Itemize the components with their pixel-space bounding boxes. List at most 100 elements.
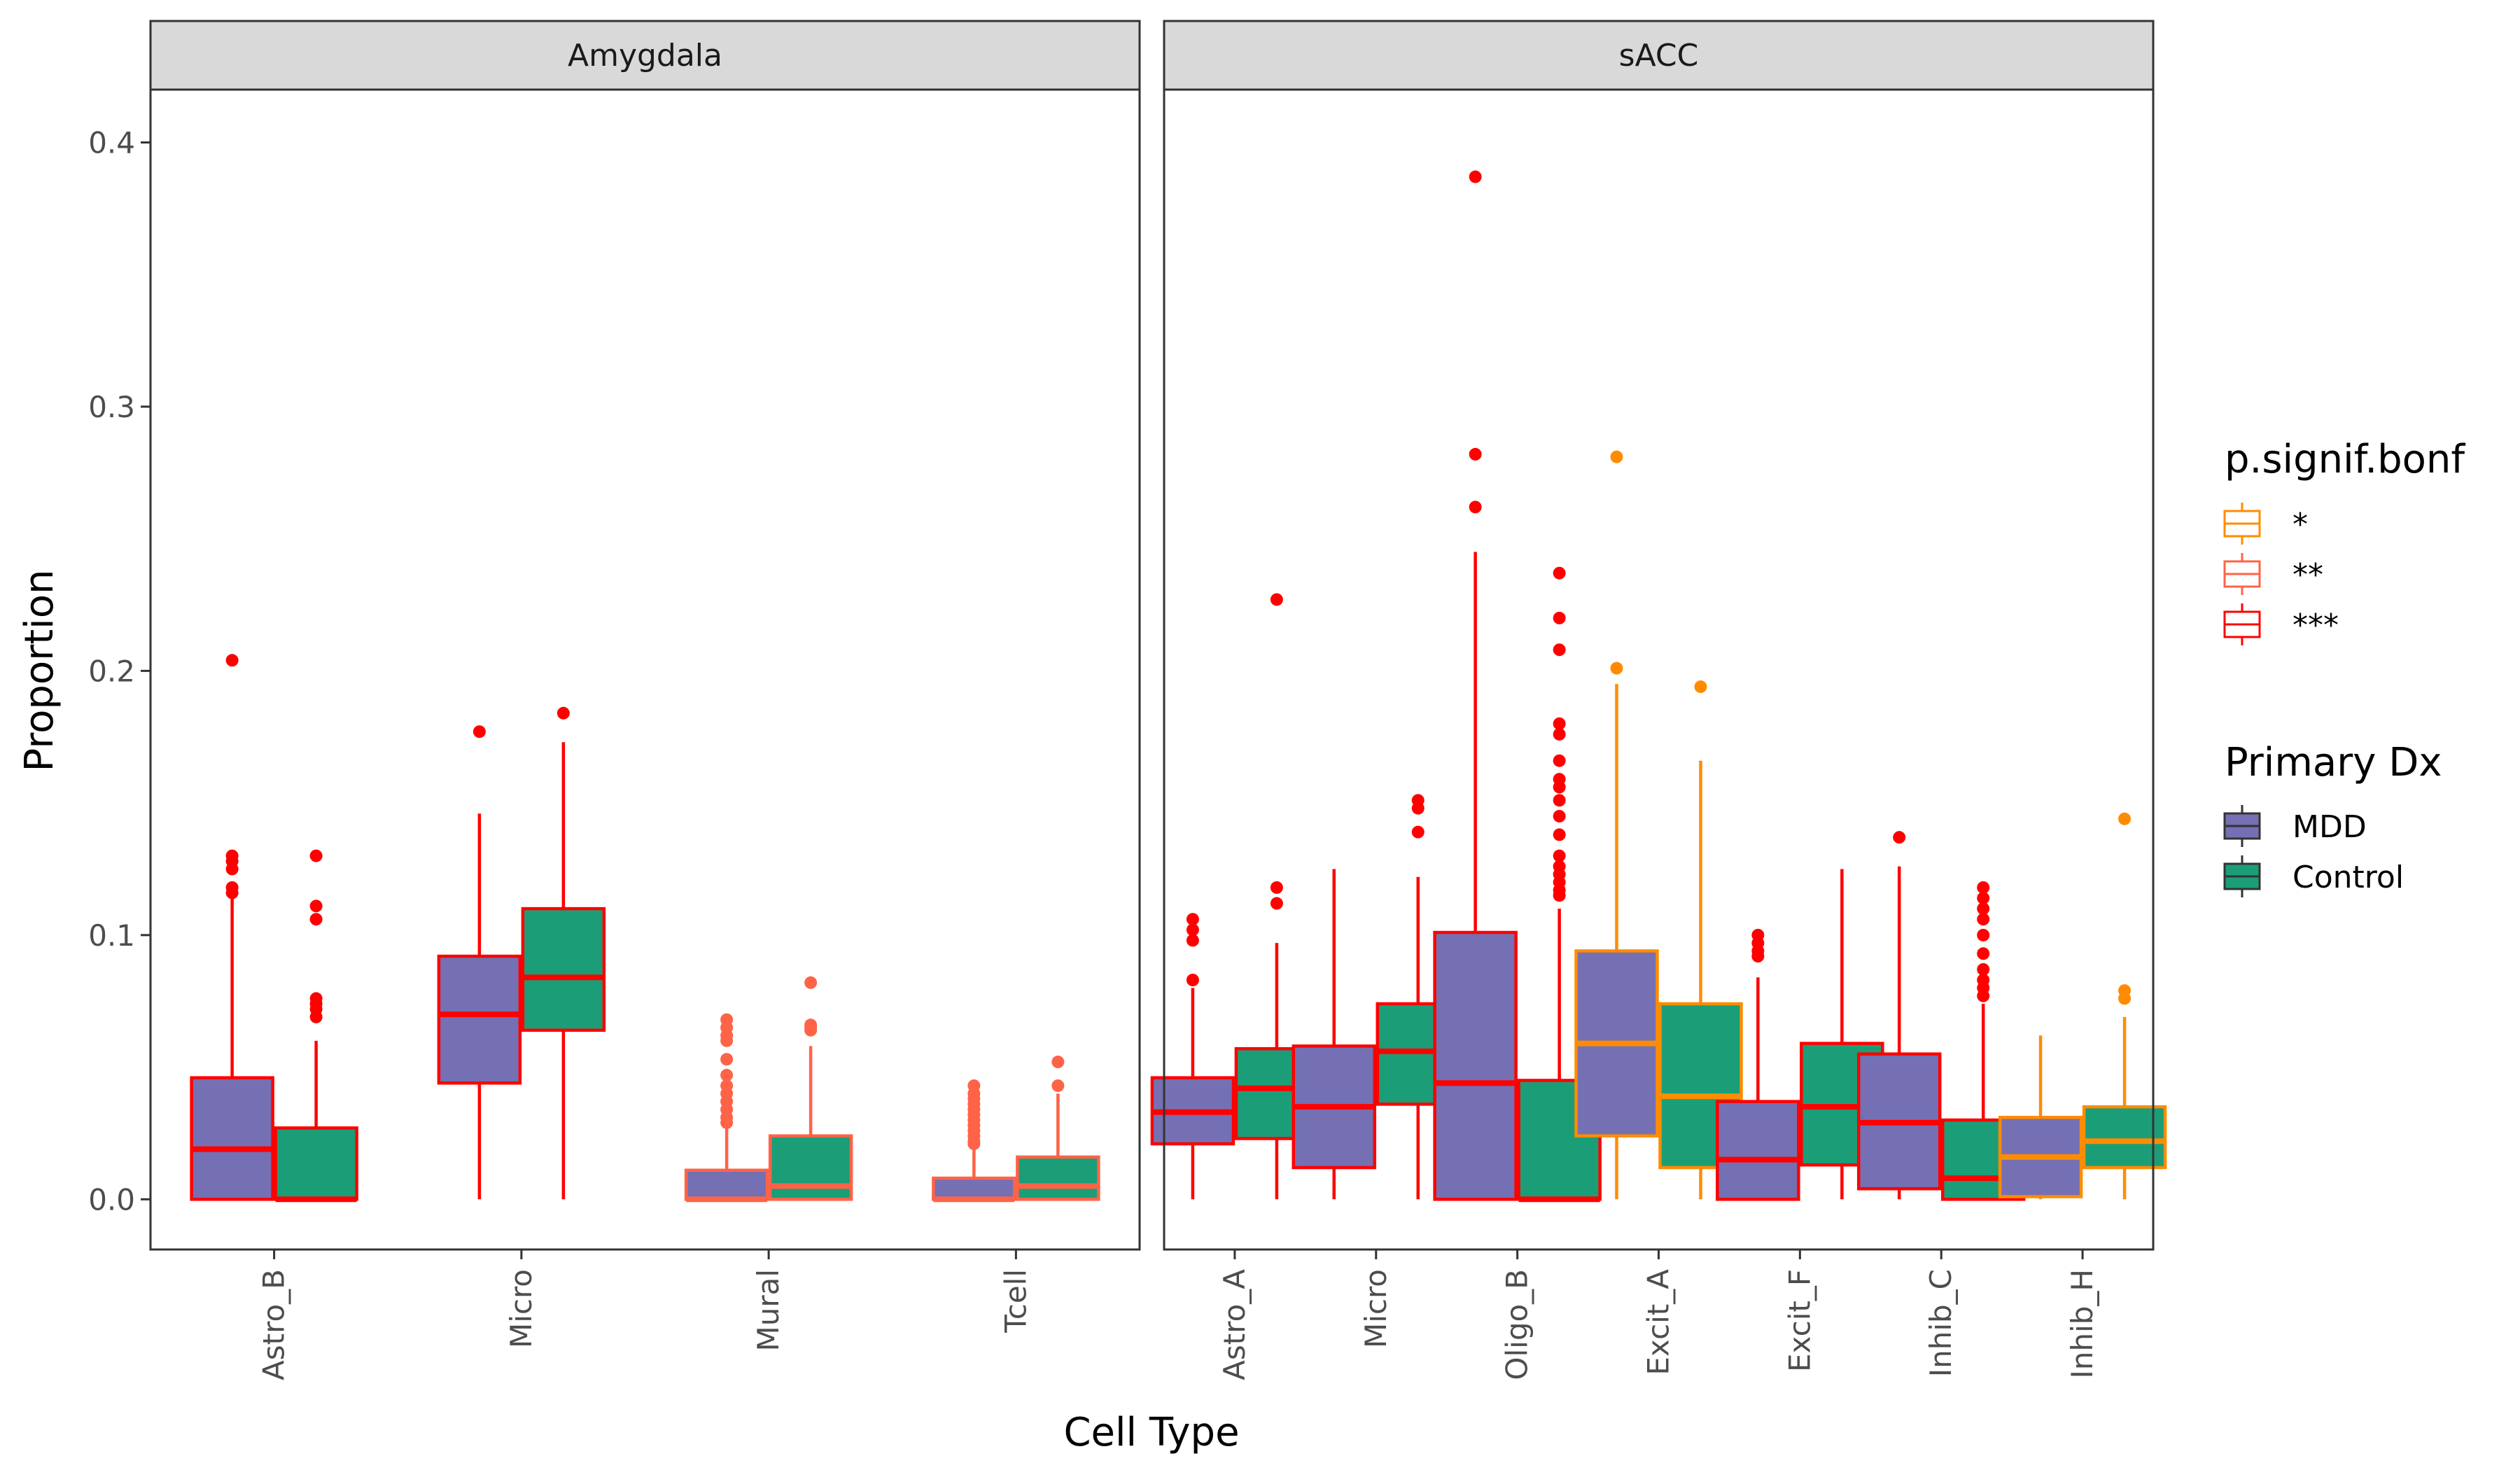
panel-background bbox=[150, 90, 1140, 1250]
legend-label-signif: *** bbox=[2292, 608, 2339, 643]
outlier-point bbox=[1051, 1056, 1065, 1069]
x-tick-label: Excit_F bbox=[1782, 1269, 1816, 1372]
outlier-point bbox=[1977, 947, 1990, 960]
outlier-point bbox=[1977, 962, 1990, 976]
outlier-point bbox=[1553, 794, 1566, 807]
outlier-point bbox=[1553, 611, 1566, 624]
outlier-point bbox=[1893, 831, 1906, 844]
outlier-point bbox=[1270, 881, 1283, 894]
box-body bbox=[1716, 1100, 1800, 1201]
box-body bbox=[437, 954, 522, 1085]
x-tick-label: Inhib_C bbox=[1924, 1269, 1958, 1377]
legend-key-signif bbox=[2223, 503, 2261, 545]
box-Amygdala-Tcell-MDD bbox=[932, 1079, 1016, 1203]
outlier-point bbox=[1553, 828, 1566, 841]
box-sACC-Excit_F-MDD bbox=[1716, 928, 1800, 1201]
outlier-point bbox=[1553, 566, 1566, 580]
box-body bbox=[684, 1168, 769, 1201]
outlier-point bbox=[1469, 500, 1482, 514]
box-sACC-Inhib_C-MDD bbox=[1856, 831, 1942, 1200]
outlier-point bbox=[804, 1023, 818, 1037]
outlier-point bbox=[1186, 934, 1199, 947]
y-tick-label: 0.1 bbox=[88, 918, 135, 953]
outlier-point bbox=[2118, 992, 2132, 1005]
x-tick-label: Astro_B bbox=[257, 1269, 291, 1380]
y-axis-title: Proportion bbox=[17, 570, 62, 772]
x-tick-label: Tcell bbox=[998, 1269, 1032, 1334]
outlier-point bbox=[1610, 662, 1623, 675]
legend-label-dx: MDD bbox=[2292, 809, 2367, 845]
outlier-point bbox=[1977, 902, 1990, 916]
outlier-point bbox=[1553, 849, 1566, 862]
box-body bbox=[932, 1176, 1016, 1201]
legend-label-dx: Control bbox=[2292, 860, 2404, 895]
box-sACC-Excit_A-MDD bbox=[1574, 450, 1659, 1200]
strip-background bbox=[149, 20, 1141, 91]
outlier-point bbox=[1411, 825, 1424, 839]
box-Amygdala-Astro_B-Control bbox=[274, 849, 358, 1203]
outlier-point bbox=[1553, 889, 1566, 902]
box-sACC-Oligo_B-MDD bbox=[1433, 170, 1518, 1201]
outlier-point bbox=[1553, 780, 1566, 794]
outlier-point bbox=[1469, 447, 1482, 461]
box-body bbox=[1433, 930, 1518, 1201]
legend-key-dx bbox=[2223, 855, 2261, 897]
outlier-point bbox=[804, 976, 818, 989]
outlier-point bbox=[225, 654, 239, 667]
outlier-point bbox=[720, 1068, 734, 1082]
box-body bbox=[768, 1134, 853, 1201]
box-Amygdala-Astro_B-MDD bbox=[190, 654, 274, 1201]
y-tick-label: 0.0 bbox=[88, 1182, 135, 1217]
outlier-point bbox=[1977, 989, 1990, 1002]
outlier-point bbox=[1977, 928, 1990, 941]
outlier-point bbox=[720, 1053, 734, 1066]
y-tick-label: 0.4 bbox=[88, 125, 135, 160]
x-tick-label: Oligo_B bbox=[1500, 1269, 1534, 1380]
x-tick-label: Mural bbox=[751, 1269, 785, 1352]
outlier-point bbox=[1553, 727, 1566, 741]
box-sACC-Astro_A-MDD bbox=[1150, 913, 1236, 1200]
strip-label-Amygdala: Amygdala bbox=[568, 38, 722, 74]
outlier-point bbox=[1553, 809, 1566, 822]
outlier-point bbox=[720, 1116, 734, 1129]
box-Amygdala-Mural-Control bbox=[768, 976, 853, 1201]
legend-label-signif: * bbox=[2292, 507, 2308, 542]
outlier-point bbox=[225, 862, 239, 876]
outlier-point bbox=[1411, 802, 1424, 815]
outlier-point bbox=[1694, 680, 1707, 694]
box-body bbox=[274, 1126, 358, 1201]
outlier-point bbox=[1186, 974, 1199, 987]
x-tick-label: Astro_A bbox=[1217, 1269, 1252, 1380]
box-sACC-Inhib_H-Control bbox=[2082, 812, 2167, 1200]
y-tick-label: 0.2 bbox=[88, 654, 135, 688]
box-body bbox=[2082, 1105, 2167, 1170]
outlier-point bbox=[1977, 913, 1990, 926]
outlier-point bbox=[1469, 170, 1482, 183]
box-Amygdala-Tcell-Control bbox=[1016, 1056, 1100, 1201]
box-Amygdala-Micro-MDD bbox=[437, 725, 522, 1200]
box-Amygdala-Micro-Control bbox=[521, 706, 606, 1200]
outlier-point bbox=[309, 913, 323, 926]
outlier-point bbox=[1186, 923, 1199, 937]
outlier-point bbox=[1270, 897, 1283, 910]
x-tick-label: Micro bbox=[504, 1269, 538, 1348]
x-tick-label: Inhib_H bbox=[2065, 1269, 2099, 1379]
legend-key-dx bbox=[2223, 805, 2261, 847]
strip-label-sACC: sACC bbox=[1619, 38, 1699, 74]
frame-layer: Amygdala sACC bbox=[149, 20, 2155, 1251]
outlier-point bbox=[1553, 754, 1566, 767]
box-sACC-Micro-MDD bbox=[1292, 869, 1377, 1200]
outlier-point bbox=[2118, 812, 2132, 825]
box-body bbox=[521, 906, 606, 1032]
outlier-point bbox=[1610, 450, 1623, 463]
outlier-point bbox=[309, 1010, 323, 1023]
x-axis-title: Cell Type bbox=[1063, 1410, 1239, 1455]
outlier-point bbox=[556, 706, 570, 720]
outlier-point bbox=[1553, 717, 1566, 730]
outlier-point bbox=[1186, 913, 1199, 926]
box-Amygdala-Mural-MDD bbox=[684, 1013, 769, 1203]
mark-layer bbox=[190, 170, 2167, 1203]
outlier-point bbox=[1977, 881, 1990, 894]
